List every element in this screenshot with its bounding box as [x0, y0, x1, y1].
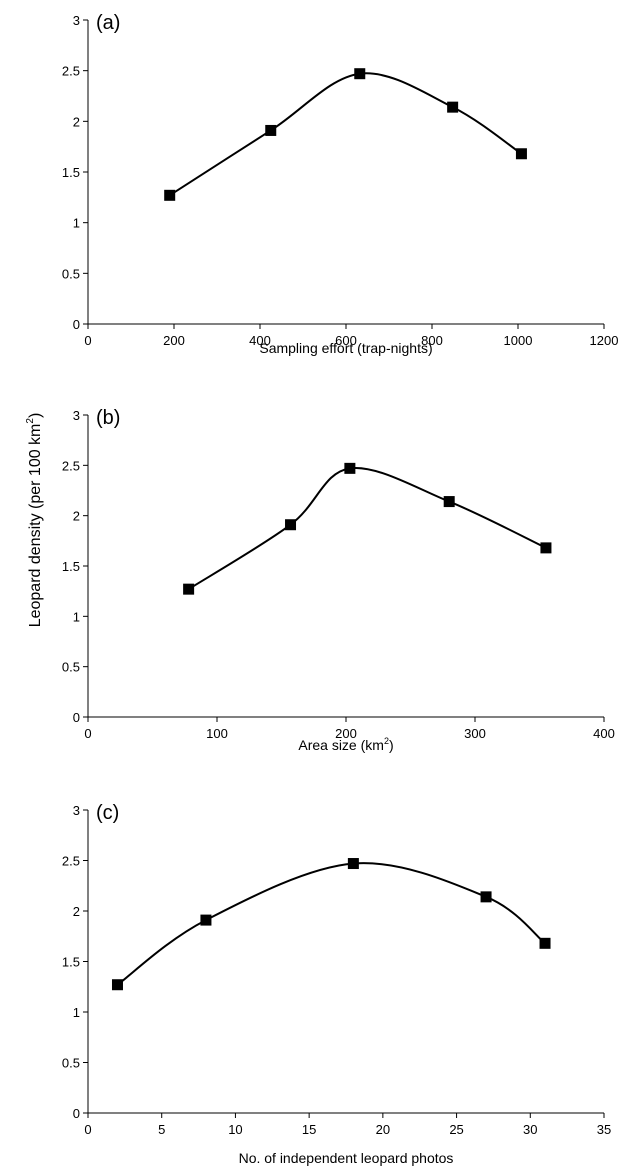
- panel-label: (b): [96, 407, 120, 429]
- data-point-3: [443, 496, 455, 508]
- series-line: [169, 72, 523, 197]
- y-tick-label: 1.5: [62, 955, 80, 970]
- data-point-2: [347, 858, 359, 870]
- y-tick-label: 1.5: [62, 559, 80, 574]
- x-tick-label: 200: [335, 726, 357, 741]
- data-point-4: [539, 937, 551, 949]
- x-tick-label: 200: [163, 333, 185, 348]
- y-tick-label: 2: [73, 904, 80, 919]
- x-axis-label-superscript: 2: [384, 736, 389, 746]
- y-tick-label: 0.5: [62, 266, 80, 281]
- x-axis-label-text: Sampling effort (trap-nights): [259, 340, 432, 356]
- x-tick-label: 10: [228, 1122, 242, 1137]
- x-axis-label: Sampling effort (trap-nights): [259, 340, 432, 356]
- y-tick-label: 3: [73, 13, 80, 28]
- y-tick-label: 3: [73, 408, 80, 423]
- shared-y-axis-label-tail: ): [27, 413, 44, 418]
- y-tick-label: 0.5: [62, 1056, 80, 1071]
- panel-0: 0 0.5 1 1.5 2 2.5 3 0 200 400 600 800 1000 1200 Sampli…: [62, 12, 619, 356]
- x-tick-label: 0: [84, 726, 91, 741]
- shared-y-axis-label-text: Leopard density (per 100 km: [27, 424, 44, 628]
- x-tick-label: 100: [206, 726, 228, 741]
- x-tick-label: 30: [523, 1122, 537, 1137]
- y-tick-label: 0: [73, 317, 80, 332]
- y-tick-label: 2.5: [62, 854, 80, 869]
- x-axis-label: Area size (km2): [298, 736, 393, 753]
- data-point-0: [183, 583, 195, 595]
- data-point-2: [344, 462, 356, 474]
- x-tick-label: 5: [158, 1122, 165, 1137]
- x-tick-label: 25: [449, 1122, 463, 1137]
- y-tick-label: 2.5: [62, 458, 80, 473]
- y-tick-label: 1: [73, 609, 80, 624]
- y-tick-label: 1: [73, 1005, 80, 1020]
- data-point-4: [540, 542, 552, 554]
- shared-y-axis-label-superscript: 2: [25, 418, 36, 424]
- x-axis-label-text: Area size (km: [298, 737, 384, 753]
- y-tick-label: 1.5: [62, 165, 80, 180]
- x-tick-label: 400: [593, 726, 615, 741]
- panel-label: (c): [96, 802, 119, 824]
- x-axis-label-text: No. of independent leopard photos: [239, 1150, 454, 1166]
- data-point-3: [447, 101, 459, 113]
- x-tick-label: 20: [376, 1122, 390, 1137]
- y-tick-label: 2.5: [62, 64, 80, 79]
- x-tick-label: 800: [421, 333, 443, 348]
- data-point-1: [265, 124, 277, 136]
- data-point-3: [480, 891, 492, 903]
- x-tick-label: 1000: [504, 333, 533, 348]
- series-line: [188, 466, 547, 590]
- shared-y-axis-label: Leopard density (per 100 km2): [25, 413, 44, 628]
- y-tick-label: 0: [73, 710, 80, 725]
- y-tick-label: 3: [73, 803, 80, 818]
- x-tick-label: 1200: [590, 333, 619, 348]
- y-tick-label: 2: [73, 509, 80, 524]
- x-axis-label-tail: ): [389, 737, 394, 753]
- x-tick-label: 600: [335, 333, 357, 348]
- data-point-0: [164, 189, 176, 201]
- x-tick-label: 15: [302, 1122, 316, 1137]
- y-tick-label: 0.5: [62, 660, 80, 675]
- y-tick-label: 1: [73, 216, 80, 231]
- x-tick-label: 0: [84, 1122, 91, 1137]
- data-point-4: [515, 148, 527, 160]
- data-point-1: [200, 914, 212, 926]
- x-tick-label: 300: [464, 726, 486, 741]
- series-line: [116, 862, 546, 986]
- data-point-1: [285, 519, 297, 531]
- x-axis-label: No. of independent leopard photos: [239, 1150, 454, 1166]
- data-point-2: [354, 68, 366, 80]
- x-tick-label: 400: [249, 333, 271, 348]
- x-tick-label: 0: [84, 333, 91, 348]
- x-tick-label: 35: [597, 1122, 611, 1137]
- y-tick-label: 0: [73, 1106, 80, 1121]
- y-tick-label: 2: [73, 114, 80, 129]
- panel-label: (a): [96, 12, 120, 34]
- data-point-0: [111, 979, 123, 991]
